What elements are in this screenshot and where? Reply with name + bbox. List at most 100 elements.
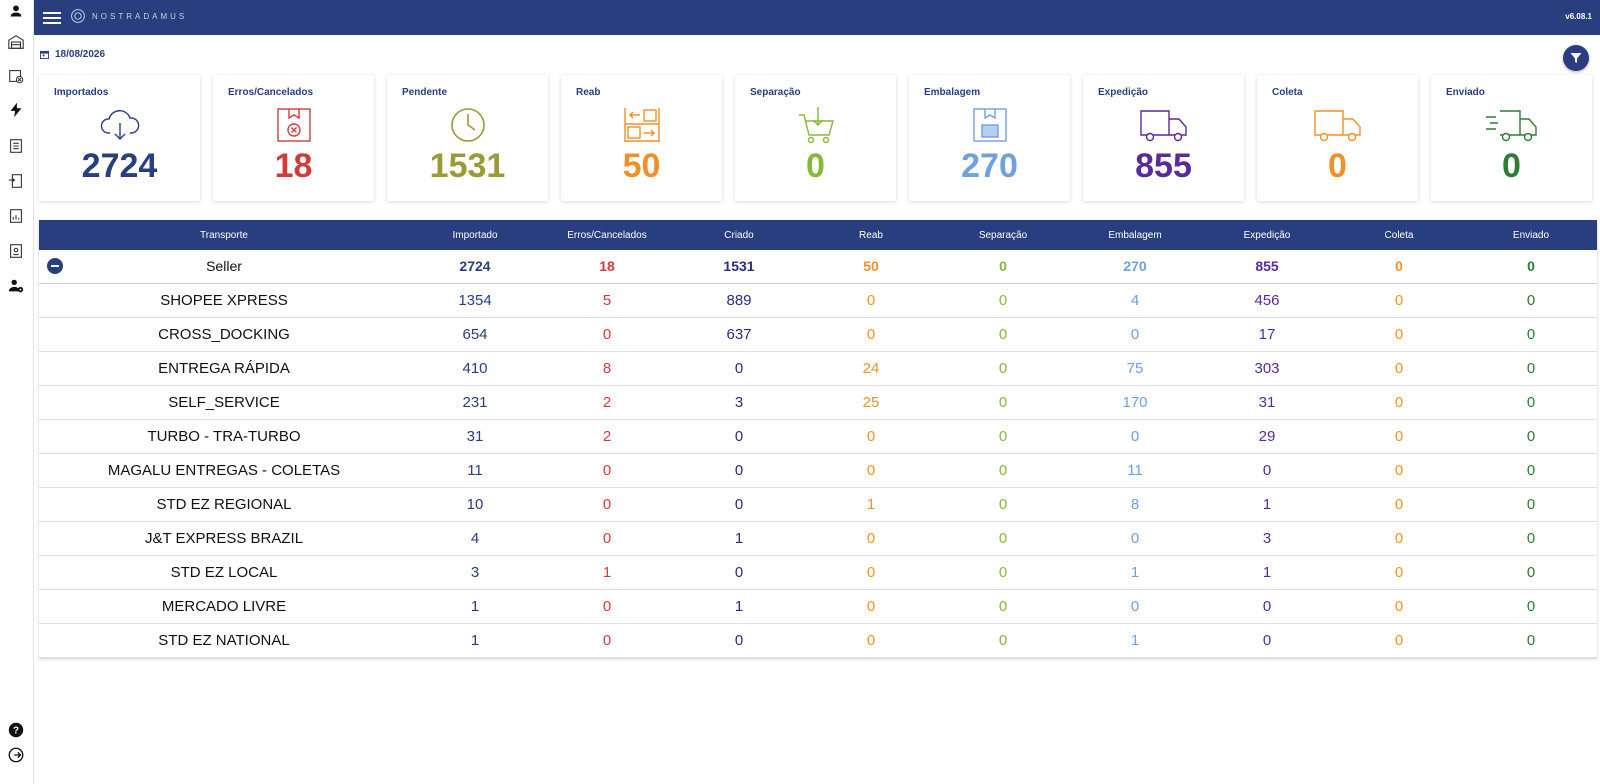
cell-reab: 0: [805, 283, 937, 318]
cell-expedicao: 31: [1201, 385, 1333, 420]
cell-coleta: 0: [1333, 453, 1465, 488]
user-icon[interactable]: [6, 2, 26, 22]
cell-embalagem: 0: [1069, 589, 1201, 624]
table-row[interactable]: STD EZ LOCAL 3 1 0 0 0 1 1 0 0: [39, 555, 1597, 590]
logout-icon[interactable]: [6, 745, 26, 765]
summary-expedicao: 855: [1201, 250, 1333, 284]
card-value: 0: [806, 147, 825, 185]
card-value: 18: [274, 147, 313, 185]
table-row[interactable]: ENTREGA RÁPIDA 410 8 0 24 0 75 303 0 0: [39, 351, 1597, 386]
cell-separacao: 0: [937, 623, 1069, 658]
box-icon: [972, 108, 1007, 142]
cell-separacao: 0: [937, 317, 1069, 352]
card-title: Pendente: [402, 87, 448, 98]
header-reab[interactable]: Reab: [859, 229, 883, 241]
card-title: Importados: [54, 87, 109, 98]
table-row[interactable]: MERCADO LIVRE 1 0 1 0 0 0 0 0 0: [39, 589, 1597, 624]
card-title: Enviado: [1446, 87, 1485, 98]
cell-embalagem: 4: [1069, 283, 1201, 318]
header-enviado[interactable]: Enviado: [1512, 229, 1550, 241]
card-title: Coleta: [1272, 87, 1303, 98]
header-transporte[interactable]: Transporte: [200, 229, 248, 241]
filter-button[interactable]: [1563, 45, 1589, 71]
cell-importado: 4: [409, 521, 541, 556]
table-row[interactable]: SHOPEE XPRESS 1354 5 889 0 0 4 456 0 0: [39, 283, 1597, 318]
cell-separacao: 0: [937, 385, 1069, 420]
table-row[interactable]: SELF_SERVICE 231 2 3 25 0 170 31 0 0: [39, 385, 1597, 420]
cell-enviado: 0: [1465, 589, 1597, 624]
card-value: 0: [1502, 147, 1521, 185]
cell-enviado: 0: [1465, 623, 1597, 658]
menu-icon[interactable]: [43, 9, 61, 25]
table-row[interactable]: MAGALU ENTREGAS - COLETAS 11 0 0 0 0 11 0 0 0: [39, 453, 1597, 488]
truck-icon: [1313, 110, 1361, 142]
card-coleta[interactable]: Coleta 0: [1257, 75, 1418, 201]
table-row[interactable]: J&T EXPRESS BRAZIL 4 0 1 0 0 0 3 0 0: [39, 521, 1597, 556]
cell-enviado: 0: [1465, 351, 1597, 386]
cell-expedicao: 29: [1201, 419, 1333, 454]
cell-importado: 231: [409, 385, 541, 420]
card-reab[interactable]: Reab 50: [561, 75, 722, 201]
cell-reab: 0: [805, 555, 937, 590]
header-coleta[interactable]: Coleta: [1384, 229, 1414, 241]
top-bar: NOSTRADAMUS v6.08.1: [34, 0, 1600, 35]
header-embalagem[interactable]: Embalagem: [1108, 229, 1162, 241]
transport-table: Transporte Importado Erros/Cancelados Cr…: [39, 220, 1597, 658]
cell-embalagem: 1: [1069, 623, 1201, 658]
table-row[interactable]: CROSS_DOCKING 654 0 637 0 0 0 17 0 0: [39, 317, 1597, 352]
seller-group-cell: Seller: [39, 250, 409, 284]
fast-truck-icon: [1485, 110, 1537, 142]
header-expedicao[interactable]: Expedição: [1243, 229, 1291, 241]
warehouse-icon[interactable]: [6, 32, 26, 52]
table-row[interactable]: TURBO - TRA-TURBO 31 2 0 0 0 0 29 0 0: [39, 419, 1597, 454]
cell-criado: 0: [673, 453, 805, 488]
cell-erros: 0: [541, 317, 673, 352]
header-importado[interactable]: Importado: [452, 229, 498, 241]
help-icon[interactable]: ?: [6, 720, 26, 740]
svg-text:?: ?: [13, 726, 19, 737]
date-selector[interactable]: 18/08/2026: [40, 49, 105, 60]
card-pendente[interactable]: Pendente 1531: [387, 75, 548, 201]
cell-erros: 8: [541, 351, 673, 386]
card-importados[interactable]: Importados 2724: [39, 75, 200, 201]
cell-erros: 0: [541, 589, 673, 624]
report-chart-icon[interactable]: [6, 206, 26, 226]
report-document-icon[interactable]: [6, 241, 26, 261]
card-erros-cancelados[interactable]: Erros/Cancelados 18: [213, 75, 374, 201]
cell-importado: 1: [409, 589, 541, 624]
user-settings-icon[interactable]: [6, 276, 26, 296]
cell-importado: 1: [409, 623, 541, 658]
cell-reab: 0: [805, 623, 937, 658]
cell-importado: 1354: [409, 283, 541, 318]
cloud-download-icon: [100, 110, 139, 140]
cell-separacao: 0: [937, 351, 1069, 386]
cell-erros: 1: [541, 555, 673, 590]
package-cancel-icon[interactable]: [6, 66, 26, 86]
cell-separacao: 0: [937, 419, 1069, 454]
header-separacao[interactable]: Separação: [978, 229, 1028, 241]
shelves-icon: [623, 108, 660, 142]
cell-expedicao: 303: [1201, 351, 1333, 386]
table-row[interactable]: STD EZ REGIONAL 10 0 0 1 0 8 1 0 0: [39, 487, 1597, 522]
cell-coleta: 0: [1333, 351, 1465, 386]
cell-expedicao: 1: [1201, 555, 1333, 590]
cell-enviado: 0: [1465, 419, 1597, 454]
header-criado[interactable]: Criado: [724, 229, 754, 241]
summary-separacao: 0: [937, 250, 1069, 284]
document-list-icon[interactable]: [6, 136, 26, 156]
cell-transporte: CROSS_DOCKING: [39, 317, 409, 352]
seller-summary-row[interactable]: Seller 2724 18 1531 50 0 270 855 0 0: [39, 250, 1597, 284]
collapse-icon[interactable]: [47, 258, 63, 274]
lightning-icon[interactable]: [6, 100, 26, 120]
cell-criado: 0: [673, 351, 805, 386]
card-embalagem[interactable]: Embalagem 270: [909, 75, 1070, 201]
card-enviado[interactable]: Enviado 0: [1431, 75, 1592, 201]
card-separacao[interactable]: Separação 0: [735, 75, 896, 201]
table-row[interactable]: STD EZ NATIONAL 1 0 0 0 0 1 0 0 0: [39, 623, 1597, 658]
card-expedicao[interactable]: Expedição 855: [1083, 75, 1244, 201]
cell-separacao: 0: [937, 283, 1069, 318]
document-transfer-icon[interactable]: [6, 171, 26, 191]
card-title: Erros/Cancelados: [228, 87, 314, 98]
table-header-row: Transporte Importado Erros/Cancelados Cr…: [39, 220, 1597, 250]
header-erros-cancelados[interactable]: Erros/Cancelados: [567, 229, 647, 241]
